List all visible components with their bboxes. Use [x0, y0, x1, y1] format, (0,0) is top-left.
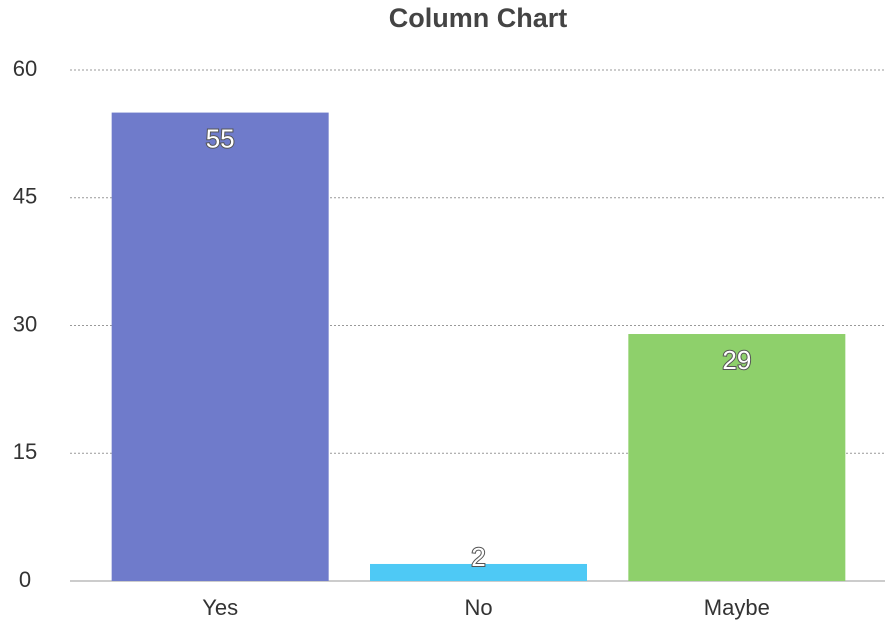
y-tick-label: 60 — [13, 56, 37, 81]
chart-title: Column Chart — [389, 3, 568, 33]
y-tick-label: 30 — [13, 311, 37, 336]
data-label: 55 — [206, 123, 235, 153]
y-tick-label: 0 — [19, 567, 31, 592]
y-tick-label: 45 — [13, 184, 37, 209]
data-label: 2 — [471, 542, 485, 572]
x-tick-label: No — [464, 595, 492, 620]
y-tick-label: 15 — [13, 439, 37, 464]
bar — [111, 112, 329, 581]
x-tick-label: Maybe — [704, 595, 770, 620]
data-label: 29 — [722, 345, 751, 375]
bar — [370, 563, 587, 581]
bar — [628, 334, 846, 581]
x-tick-label: Yes — [202, 595, 238, 620]
